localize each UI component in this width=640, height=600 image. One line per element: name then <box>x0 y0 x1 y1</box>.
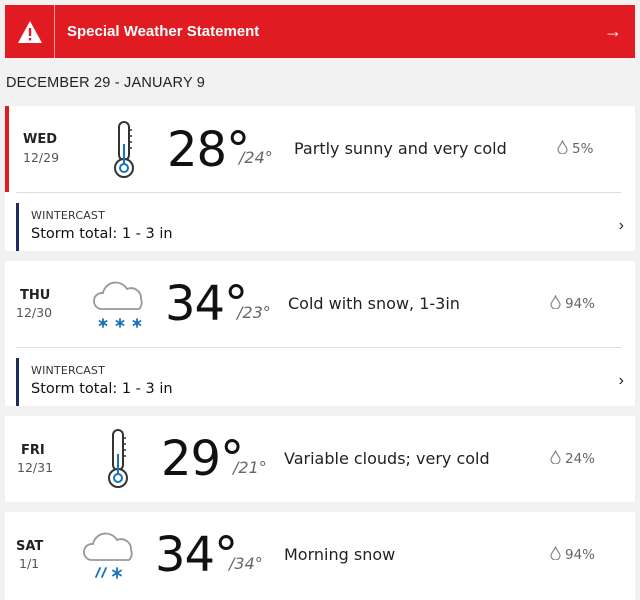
snow-cloud-icon <box>91 275 149 338</box>
forecast-row[interactable]: SAT 1/1 34° /34° Morning snow 94% <box>5 512 635 598</box>
precip-chance: 24% <box>550 449 596 468</box>
wintercast-text: Storm total: 1 - 3 in <box>31 381 173 397</box>
date-range-heading: DECEMBER 29 - JANUARY 9 <box>6 75 206 91</box>
low-temp: /24° <box>239 148 273 167</box>
arrow-right-icon[interactable]: → <box>604 21 622 41</box>
precip-chance: 94% <box>550 545 596 564</box>
chevron-right-icon[interactable]: › <box>618 217 624 234</box>
high-temp: 34° <box>165 276 248 332</box>
weather-description: Morning snow <box>284 545 396 564</box>
wintercast-bar <box>16 203 19 251</box>
divider <box>16 347 621 348</box>
precip-value: 24% <box>565 451 596 467</box>
wintercast-bar <box>16 358 19 406</box>
date-label: 12/31 <box>17 460 54 475</box>
warning-icon <box>5 5 55 58</box>
precip-chance: 94% <box>550 294 596 313</box>
thermometer-icon <box>103 428 133 495</box>
wintercast-label: WINTERCAST <box>31 364 106 377</box>
low-temp: /34° <box>229 554 263 573</box>
raindrop-icon <box>550 545 561 564</box>
date-label: 12/29 <box>23 150 60 165</box>
weather-description: Variable clouds; very cold <box>284 449 490 468</box>
date-label: 12/30 <box>16 305 53 320</box>
low-temp: /23° <box>237 303 271 322</box>
forecast-card-thu[interactable]: THU 12/30 34° /23° Cold with snow, 1-3in… <box>5 261 635 406</box>
precip-chance: 5% <box>557 139 594 158</box>
divider <box>16 192 621 193</box>
date-label: 1/1 <box>19 556 40 571</box>
wintercast-row[interactable]: WINTERCAST Storm total: 1 - 3 in › <box>16 358 624 408</box>
day-label: WED <box>23 132 58 147</box>
forecast-card-sat[interactable]: SAT 1/1 34° /34° Morning snow 94% <box>5 512 635 600</box>
raindrop-icon <box>557 139 568 158</box>
wintercast-text: Storm total: 1 - 3 in <box>31 226 173 242</box>
thermometer-icon <box>109 120 139 185</box>
forecast-row[interactable]: FRI 12/31 29° /21° Variable clouds; very… <box>5 416 635 502</box>
wintercast-row[interactable]: WINTERCAST Storm total: 1 - 3 in › <box>16 203 624 253</box>
high-temp: 28° <box>167 122 250 178</box>
precip-value: 94% <box>565 296 596 312</box>
low-temp: /21° <box>233 458 267 477</box>
forecast-card-wed[interactable]: WED 12/29 28° /24° Partly sunny and very… <box>5 106 635 251</box>
wintercast-label: WINTERCAST <box>31 209 106 222</box>
special-weather-alert[interactable]: Special Weather Statement → <box>5 5 635 58</box>
high-temp: 34° <box>155 527 238 583</box>
high-temp: 29° <box>161 431 244 487</box>
day-label: SAT <box>16 539 44 554</box>
mixed-snow-cloud-icon <box>81 526 139 587</box>
raindrop-icon <box>550 449 561 468</box>
forecast-row[interactable]: THU 12/30 34° /23° Cold with snow, 1-3in… <box>5 261 635 347</box>
day-label: THU <box>20 288 51 303</box>
alert-title: Special Weather Statement <box>67 23 260 40</box>
forecast-row[interactable]: WED 12/29 28° /24° Partly sunny and very… <box>5 106 635 192</box>
chevron-right-icon[interactable]: › <box>618 372 624 389</box>
precip-value: 5% <box>572 141 594 157</box>
today-accent-bar <box>5 106 9 192</box>
precip-value: 94% <box>565 547 596 563</box>
raindrop-icon <box>550 294 561 313</box>
weather-description: Partly sunny and very cold <box>294 139 507 158</box>
weather-description: Cold with snow, 1-3in <box>288 294 460 313</box>
forecast-card-fri[interactable]: FRI 12/31 29° /21° Variable clouds; very… <box>5 416 635 502</box>
day-label: FRI <box>21 443 45 458</box>
